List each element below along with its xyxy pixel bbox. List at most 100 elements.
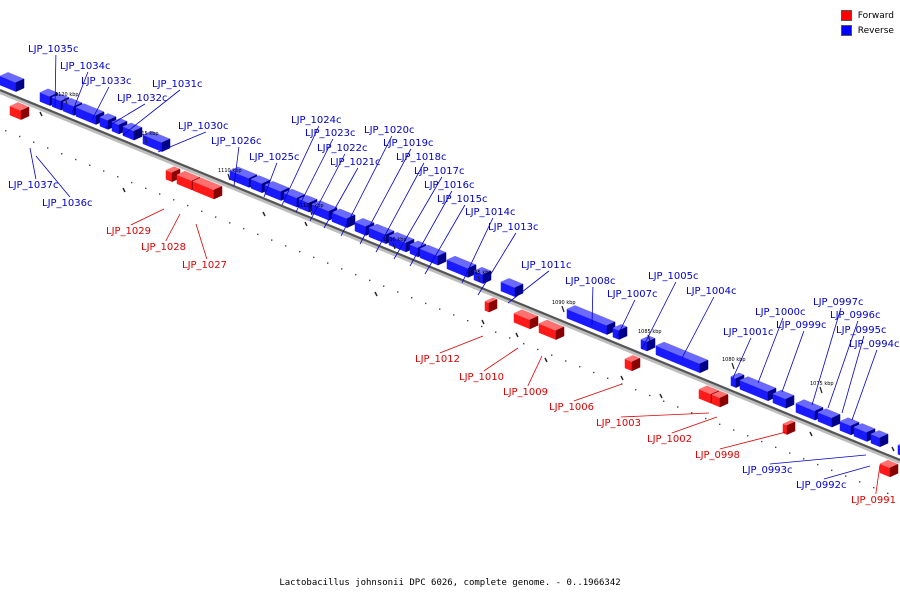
leader-line	[851, 349, 878, 421]
reverse-gene-block	[331, 208, 356, 229]
track-dot	[33, 141, 35, 143]
gene-label-reverse: LJP_1024c	[291, 115, 342, 126]
gene-label-reverse: LJP_0999c	[776, 320, 827, 331]
gene-label-reverse: LJP_0995c	[836, 325, 887, 336]
scale-label: 1115 kbp	[135, 131, 159, 137]
leader-line	[757, 317, 784, 384]
track-dot	[187, 204, 189, 207]
reverse-gene-block	[354, 218, 375, 236]
marker-tick	[262, 211, 266, 217]
forward-gene-block	[879, 459, 899, 478]
track-dot	[75, 158, 77, 161]
reverse-gene-block	[368, 223, 395, 245]
gene-label-reverse: LJP_1025c	[249, 152, 300, 163]
leader-line	[91, 86, 110, 121]
track-dot	[383, 285, 385, 287]
leader-line	[195, 223, 208, 260]
gene-label-reverse: LJP_1017c	[414, 166, 465, 177]
leader-line	[841, 335, 865, 414]
scale-tick	[309, 208, 313, 216]
scale-tick	[392, 242, 396, 250]
track-dot	[397, 291, 399, 293]
leader-line	[359, 148, 412, 245]
forward-gene-block	[9, 102, 30, 121]
reverse-gene-block	[795, 399, 824, 421]
leader-line	[591, 286, 594, 326]
leader-line	[309, 153, 346, 222]
gene-label-reverse: LJP_1037c	[8, 180, 59, 191]
track-dot	[887, 492, 889, 495]
leader-line	[157, 131, 207, 153]
track-dot	[649, 394, 651, 397]
gene-label-forward: LJP_0998	[695, 450, 740, 461]
gene-label-forward: LJP_1029	[106, 226, 151, 237]
gene-label-forward: LJP_0991	[851, 495, 896, 506]
track-dot	[705, 417, 707, 420]
reverse-swatch	[840, 25, 852, 36]
leader-line	[295, 138, 334, 213]
leader-line	[875, 464, 881, 495]
track-dot	[565, 360, 567, 362]
leader-line	[769, 454, 867, 465]
track-dot	[299, 250, 301, 253]
track-dot	[761, 440, 763, 443]
legend-forward: Forward	[840, 8, 894, 23]
marker-tick	[374, 291, 378, 297]
scale-label: 1085 kbp	[638, 329, 662, 335]
scale-tick	[227, 173, 231, 181]
forward-gene-block	[484, 297, 498, 313]
marker-tick	[544, 357, 548, 363]
forward-gene-block	[711, 390, 729, 408]
marker-tick	[481, 319, 485, 325]
leader-line	[681, 296, 715, 359]
leader-line	[781, 330, 805, 393]
gene-label-reverse: LJP_1005c	[648, 271, 699, 282]
gene-label-forward: LJP_1006	[549, 402, 594, 413]
gene-label-reverse: LJP_1000c	[755, 307, 806, 318]
leader-line	[732, 337, 752, 379]
leader-line	[35, 155, 71, 198]
track-dot	[719, 423, 721, 425]
track-dot	[467, 319, 469, 322]
track-dot	[285, 245, 287, 247]
backbone-shadow	[0, 90, 900, 464]
track-dot	[509, 337, 511, 339]
marker-tick	[39, 111, 43, 117]
gene-label-reverse: LJP_1031c	[152, 79, 203, 90]
track-dot	[845, 475, 847, 477]
leader-line	[620, 412, 710, 418]
gene-label-reverse: LJP_1014c	[465, 207, 516, 218]
gene-label-forward: LJP_1003	[596, 418, 641, 429]
leader-line	[616, 299, 636, 338]
track-dot	[19, 135, 21, 138]
track-dot	[117, 176, 119, 178]
legend: Forward Reverse	[840, 8, 894, 38]
track-dot	[215, 216, 217, 218]
track-dot	[103, 170, 105, 172]
marker-tick	[891, 446, 895, 452]
track-dot	[607, 377, 609, 379]
track-dot	[831, 469, 833, 472]
reverse-gene-block	[870, 430, 889, 448]
track-dot	[159, 193, 161, 195]
track-dot	[145, 187, 147, 190]
forward-gene-block	[165, 166, 181, 183]
track-dot	[495, 331, 497, 333]
reverse-gene-block	[419, 244, 447, 266]
marker-tick	[515, 332, 519, 338]
forward-gene-block	[538, 319, 565, 340]
track-dot	[551, 354, 553, 356]
track-dot	[439, 308, 441, 310]
track-dot	[425, 302, 427, 305]
track-dot	[453, 314, 455, 316]
marker-tick	[620, 375, 624, 381]
forward-swatch	[840, 10, 852, 21]
gene-label-reverse: LJP_1032c	[117, 93, 168, 104]
track-dot	[271, 239, 273, 241]
gene-label-reverse: LJP_1023c	[305, 128, 356, 139]
forward-gene-block	[782, 420, 796, 435]
leader-line	[165, 213, 181, 242]
reverse-gene-block	[640, 335, 656, 352]
track-dot	[131, 181, 133, 184]
